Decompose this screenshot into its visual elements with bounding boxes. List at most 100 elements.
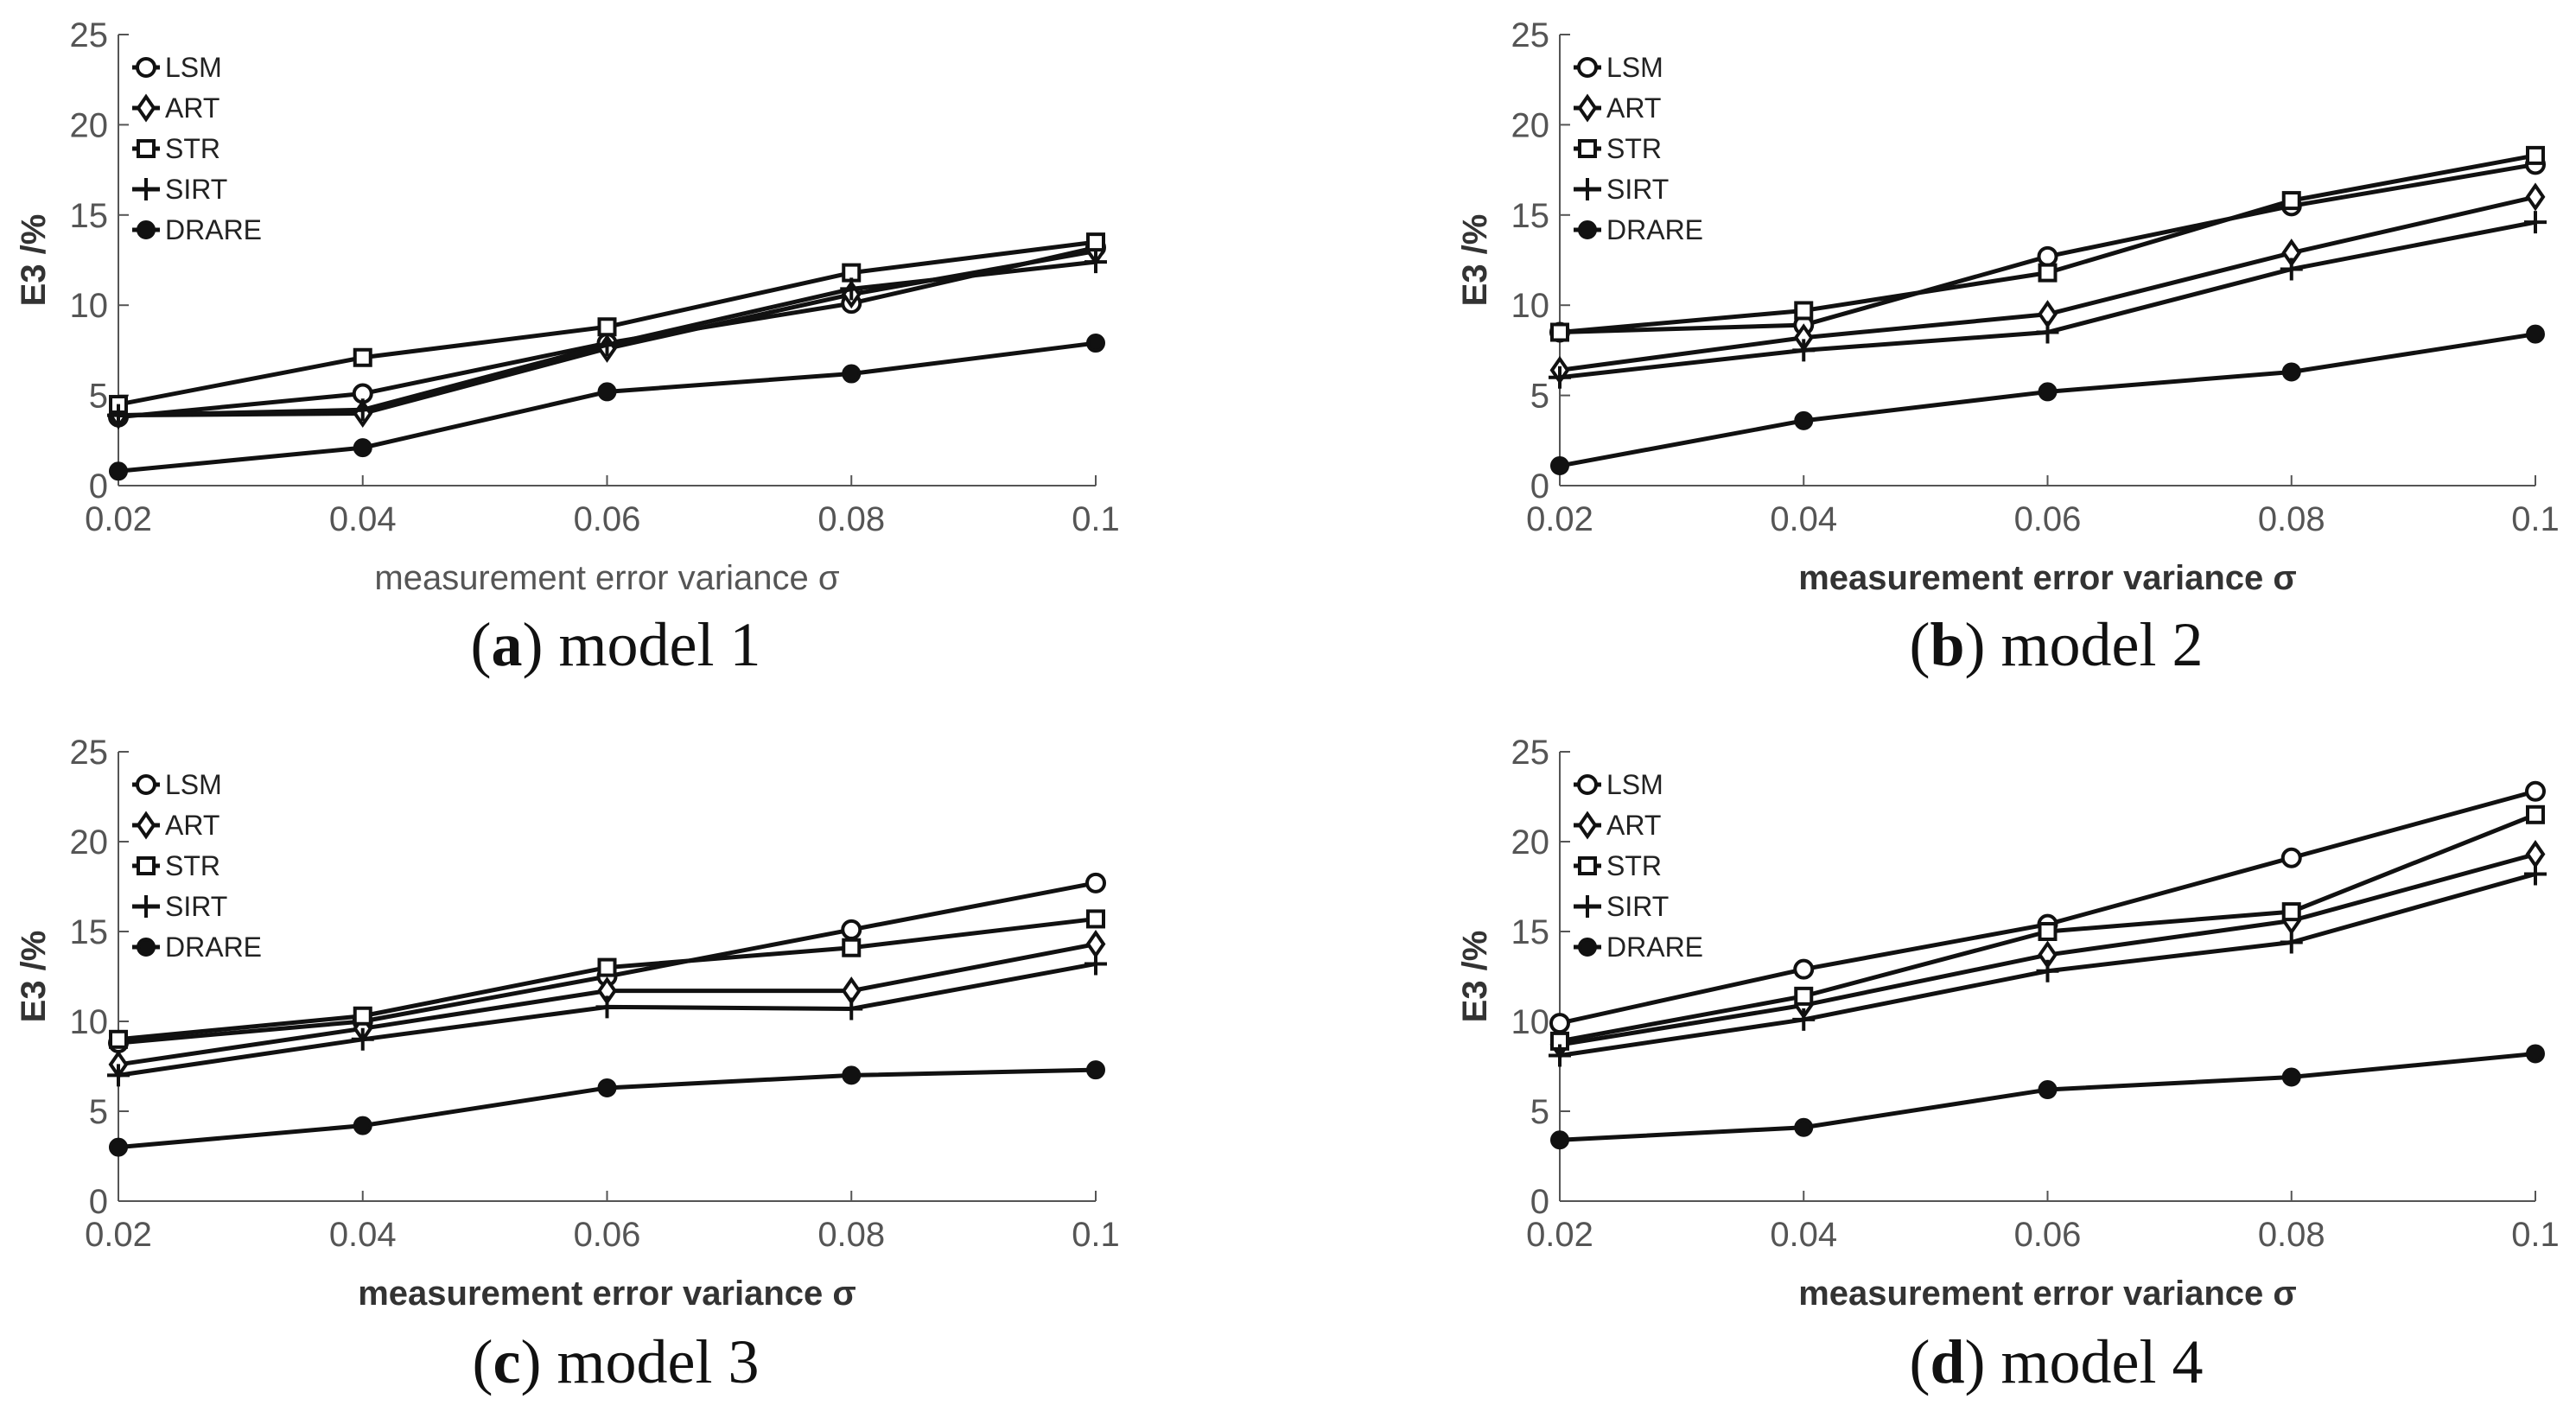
data-point-art (1085, 930, 1106, 959)
data-point-sirt (351, 1027, 374, 1051)
legend: LSM ART STR SIRT DRARE (1574, 52, 1703, 245)
y-tick-label: 15 (70, 913, 109, 951)
legend-label: SIRT (1606, 174, 1669, 205)
legend-label: SIRT (165, 891, 227, 922)
x-axis-label: measurement error variance σ (358, 1275, 856, 1313)
legend-label: ART (165, 810, 219, 841)
y-tick-label: 0 (89, 467, 108, 506)
data-point-str (109, 1029, 128, 1049)
legend-marker-lsm (1577, 57, 1598, 78)
data-point-str (1086, 909, 1105, 929)
y-tick-label: 25 (1511, 16, 1550, 54)
y-tick-label: 10 (70, 287, 109, 325)
legend-marker-drare (137, 220, 156, 239)
legend-label: SIRT (1606, 891, 1669, 922)
y-tick-label: 5 (89, 1093, 108, 1131)
data-point-drare (1086, 1060, 1105, 1080)
legend-label: LSM (1606, 769, 1663, 800)
legend-marker-sirt (135, 178, 157, 200)
series-str (109, 232, 1105, 415)
data-point-lsm (2280, 847, 2302, 868)
chart-panel-3: 0 5 10 15 20 25 0.02 0.04 0.06 0.08 0.1 measurement… (15, 734, 1120, 1396)
series-drare (109, 1060, 1105, 1157)
data-point-sirt (595, 995, 619, 1019)
y-tick-label: 25 (1511, 734, 1550, 772)
legend-marker-art (136, 93, 156, 123)
x-axis-label: measurement error variance σ (1798, 559, 2297, 597)
data-point-str (1794, 986, 1814, 1006)
data-point-str (1086, 232, 1105, 252)
data-point-sirt (351, 398, 374, 422)
legend-marker-drare (1578, 938, 1597, 957)
legend: LSM ART STR SIRT DRARE (1574, 769, 1703, 963)
data-point-str (353, 347, 372, 367)
legend-label: ART (165, 92, 219, 124)
legend-label: LSM (165, 769, 222, 800)
data-point-drare (842, 364, 862, 384)
legend-label: SIRT (165, 174, 227, 205)
panel-caption: (c) model 3 (473, 1327, 760, 1396)
data-point-str (1794, 301, 1814, 321)
legend-marker-str (1578, 856, 1597, 875)
legend-marker-sirt (135, 895, 157, 918)
data-point-str (1550, 322, 1569, 342)
y-tick-label: 20 (1511, 823, 1550, 862)
legend-marker-lsm (136, 57, 156, 78)
data-point-str (842, 938, 862, 957)
x-tick-label: 0.1 (2511, 1216, 2560, 1254)
caption-paren-open: ( (1910, 610, 1930, 679)
x-axis-label: measurement error variance σ (1798, 1275, 2297, 1313)
panel-caption: (d) model 4 (1910, 1327, 2204, 1396)
legend-label: DRARE (165, 932, 262, 963)
data-point-sirt (2524, 862, 2547, 886)
y-tick-label: 25 (70, 734, 109, 772)
data-point-sirt (2524, 211, 2547, 234)
legend-marker-str (137, 139, 156, 158)
y-axis-label: E3 /% (1456, 214, 1494, 307)
data-point-drare (2281, 1067, 2301, 1087)
legend: LSM ART STR SIRT DRARE (132, 52, 262, 245)
series-drare (109, 334, 1105, 481)
x-tick-label: 0.02 (85, 1216, 152, 1254)
series-str (109, 909, 1105, 1049)
data-point-drare (109, 461, 128, 481)
data-point-sirt (1549, 1044, 1571, 1067)
data-point-str (353, 1006, 372, 1026)
series-sirt (107, 952, 1107, 1087)
data-point-sirt (2280, 258, 2303, 281)
data-point-str (2526, 145, 2545, 165)
x-tick-label: 0.02 (85, 500, 152, 538)
caption-letter: d (1930, 1327, 1964, 1396)
x-tick-label: 0.08 (817, 1216, 885, 1254)
caption-text: model 2 (2001, 610, 2204, 679)
data-point-str (2038, 263, 2058, 283)
series-line-sirt (1559, 219, 2536, 380)
y-tick-label: 15 (1511, 913, 1550, 951)
x-tick-label: 0.08 (2258, 500, 2325, 538)
data-point-str (597, 957, 617, 977)
data-point-art (2525, 182, 2546, 212)
y-axis-label: E3 /% (1456, 931, 1494, 1023)
y-tick-label: 20 (70, 106, 109, 144)
caption-paren-close: ) (523, 610, 559, 679)
data-point-str (597, 317, 617, 337)
chart-panel-4: 0 5 10 15 20 25 0.02 0.04 0.06 0.08 0.1 measurement… (1456, 734, 2560, 1396)
y-tick-label: 10 (1511, 1003, 1550, 1041)
caption-text: model 4 (2001, 1327, 2204, 1396)
legend-marker-sirt (1576, 895, 1599, 918)
y-tick-label: 15 (1511, 197, 1550, 235)
data-point-lsm (1549, 1013, 1570, 1034)
data-point-str (2281, 902, 2301, 922)
legend-label: ART (1606, 92, 1661, 124)
data-point-drare (2281, 362, 2301, 382)
legend-marker-str (137, 856, 156, 875)
data-point-drare (2038, 382, 2058, 402)
data-point-sirt (840, 997, 863, 1021)
y-tick-label: 20 (70, 823, 109, 862)
legend-marker-drare (137, 938, 156, 957)
data-point-drare (597, 1078, 617, 1097)
x-tick-label: 0.1 (2511, 500, 2560, 538)
x-tick-label: 0.04 (329, 1216, 397, 1254)
caption-paren-close: ) (521, 1327, 557, 1396)
